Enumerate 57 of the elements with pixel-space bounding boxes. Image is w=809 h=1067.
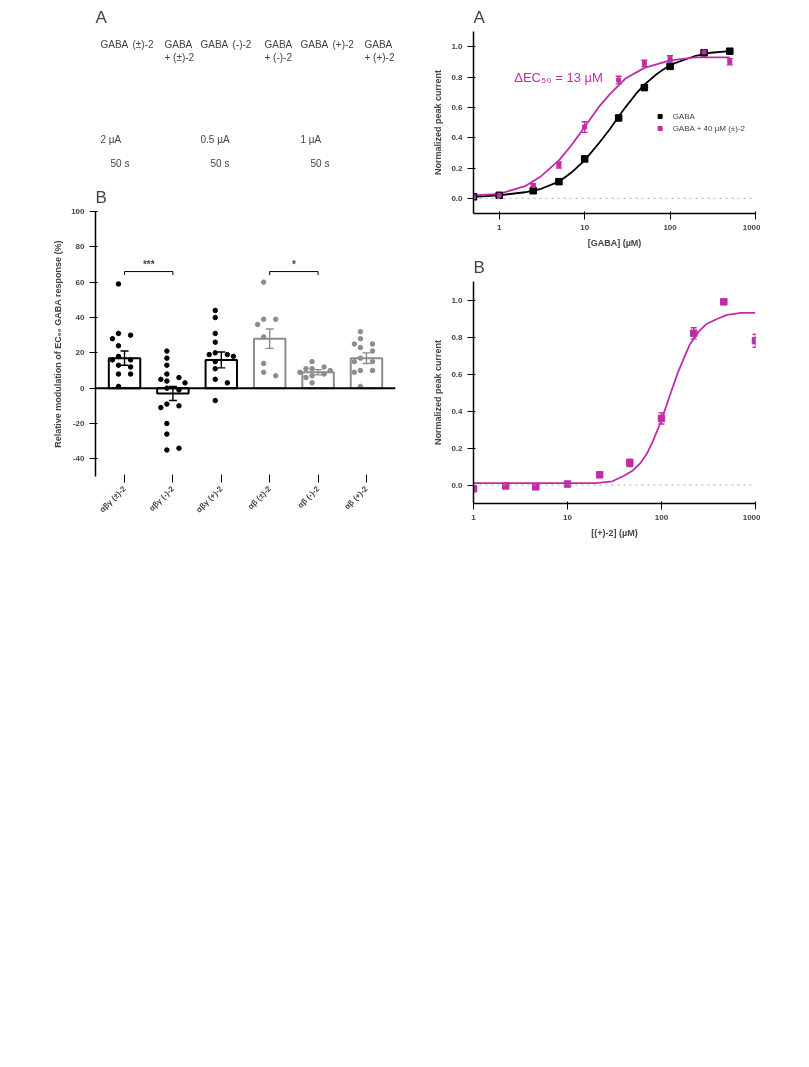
x-tick-label: 1000 (742, 512, 762, 522)
x-axis-title: [GABA] (µM) (587, 237, 642, 248)
x-tick-label: 1 (496, 222, 502, 232)
text: GABA + (-)-2 (264, 38, 293, 63)
text: GABA + (±)-2 (164, 38, 195, 63)
y-tick-label: 0.8 (451, 72, 464, 82)
x-tick-label: 1000 (742, 222, 762, 232)
text: GABA (100, 38, 129, 50)
text: 50 s (110, 158, 130, 170)
text: 1 µA (300, 134, 322, 145)
text: 0.5 µA (200, 134, 230, 145)
y-tick-label: 0.2 (451, 443, 464, 453)
y-tick-label: 0.0 (451, 480, 464, 490)
y-tick-label: 0.0 (451, 193, 464, 203)
y-tick-label: 1.0 (451, 42, 464, 52)
x-tick-label: 10 (563, 512, 573, 522)
annotation: * (291, 258, 296, 270)
y-tick-label: 0.4 (451, 406, 464, 416)
text: (±)-2 (132, 38, 154, 50)
y-tick-label: 0.2 (451, 163, 464, 173)
y-tick-label: 60 (75, 277, 86, 287)
y-axis-title: Relative modulation of EC₅₀ GABA response (%) (53, 240, 64, 448)
y-tick-label: 100 (71, 207, 86, 216)
y-tick-label: 40 (75, 313, 86, 322)
x-tick-label: 10 (580, 222, 590, 232)
y-tick-label: 0.4 (451, 133, 464, 143)
y-tick-label: 80 (75, 242, 86, 252)
legend-label: GABA (672, 111, 695, 121)
y-tick-label: 0.6 (451, 369, 464, 379)
y-tick-label: 20 (75, 348, 86, 358)
annotation: *** (142, 258, 155, 270)
text: GABA (300, 38, 329, 50)
x-tick-label: 1 (471, 512, 477, 522)
y-axis-title: Normalized peak current (433, 339, 444, 446)
text: 2 µA (100, 134, 122, 145)
text: (+)-2 (332, 38, 355, 50)
x-tick-label: 100 (654, 512, 669, 522)
text: GABA + (+)-2 (364, 38, 395, 63)
y-tick-label: -20 (72, 419, 86, 428)
chart-title: A (473, 7, 486, 27)
y-axis-title: Normalized peak current (433, 69, 444, 176)
text: 50 s (210, 158, 230, 170)
x-axis-title: [(+)-2] (µM) (591, 527, 638, 538)
annotation: ΔEC₅₀ = 13 µM (514, 69, 603, 85)
text: GABA (200, 38, 229, 50)
y-tick-label: 1.0 (451, 295, 464, 305)
text: A (95, 7, 108, 27)
y-tick-label: 0.6 (451, 102, 464, 112)
y-tick-label: 0 (80, 383, 86, 393)
text: (-)-2 (232, 38, 252, 50)
text: 50 s (310, 158, 330, 170)
chart-title: B (473, 257, 485, 277)
y-tick-label: -40 (72, 454, 86, 464)
x-tick-label: 100 (663, 222, 678, 232)
legend-label: GABA + 40 µM (±)-2 (672, 123, 745, 133)
y-tick-label: 0.8 (451, 332, 464, 342)
chart-title: B (95, 187, 107, 207)
